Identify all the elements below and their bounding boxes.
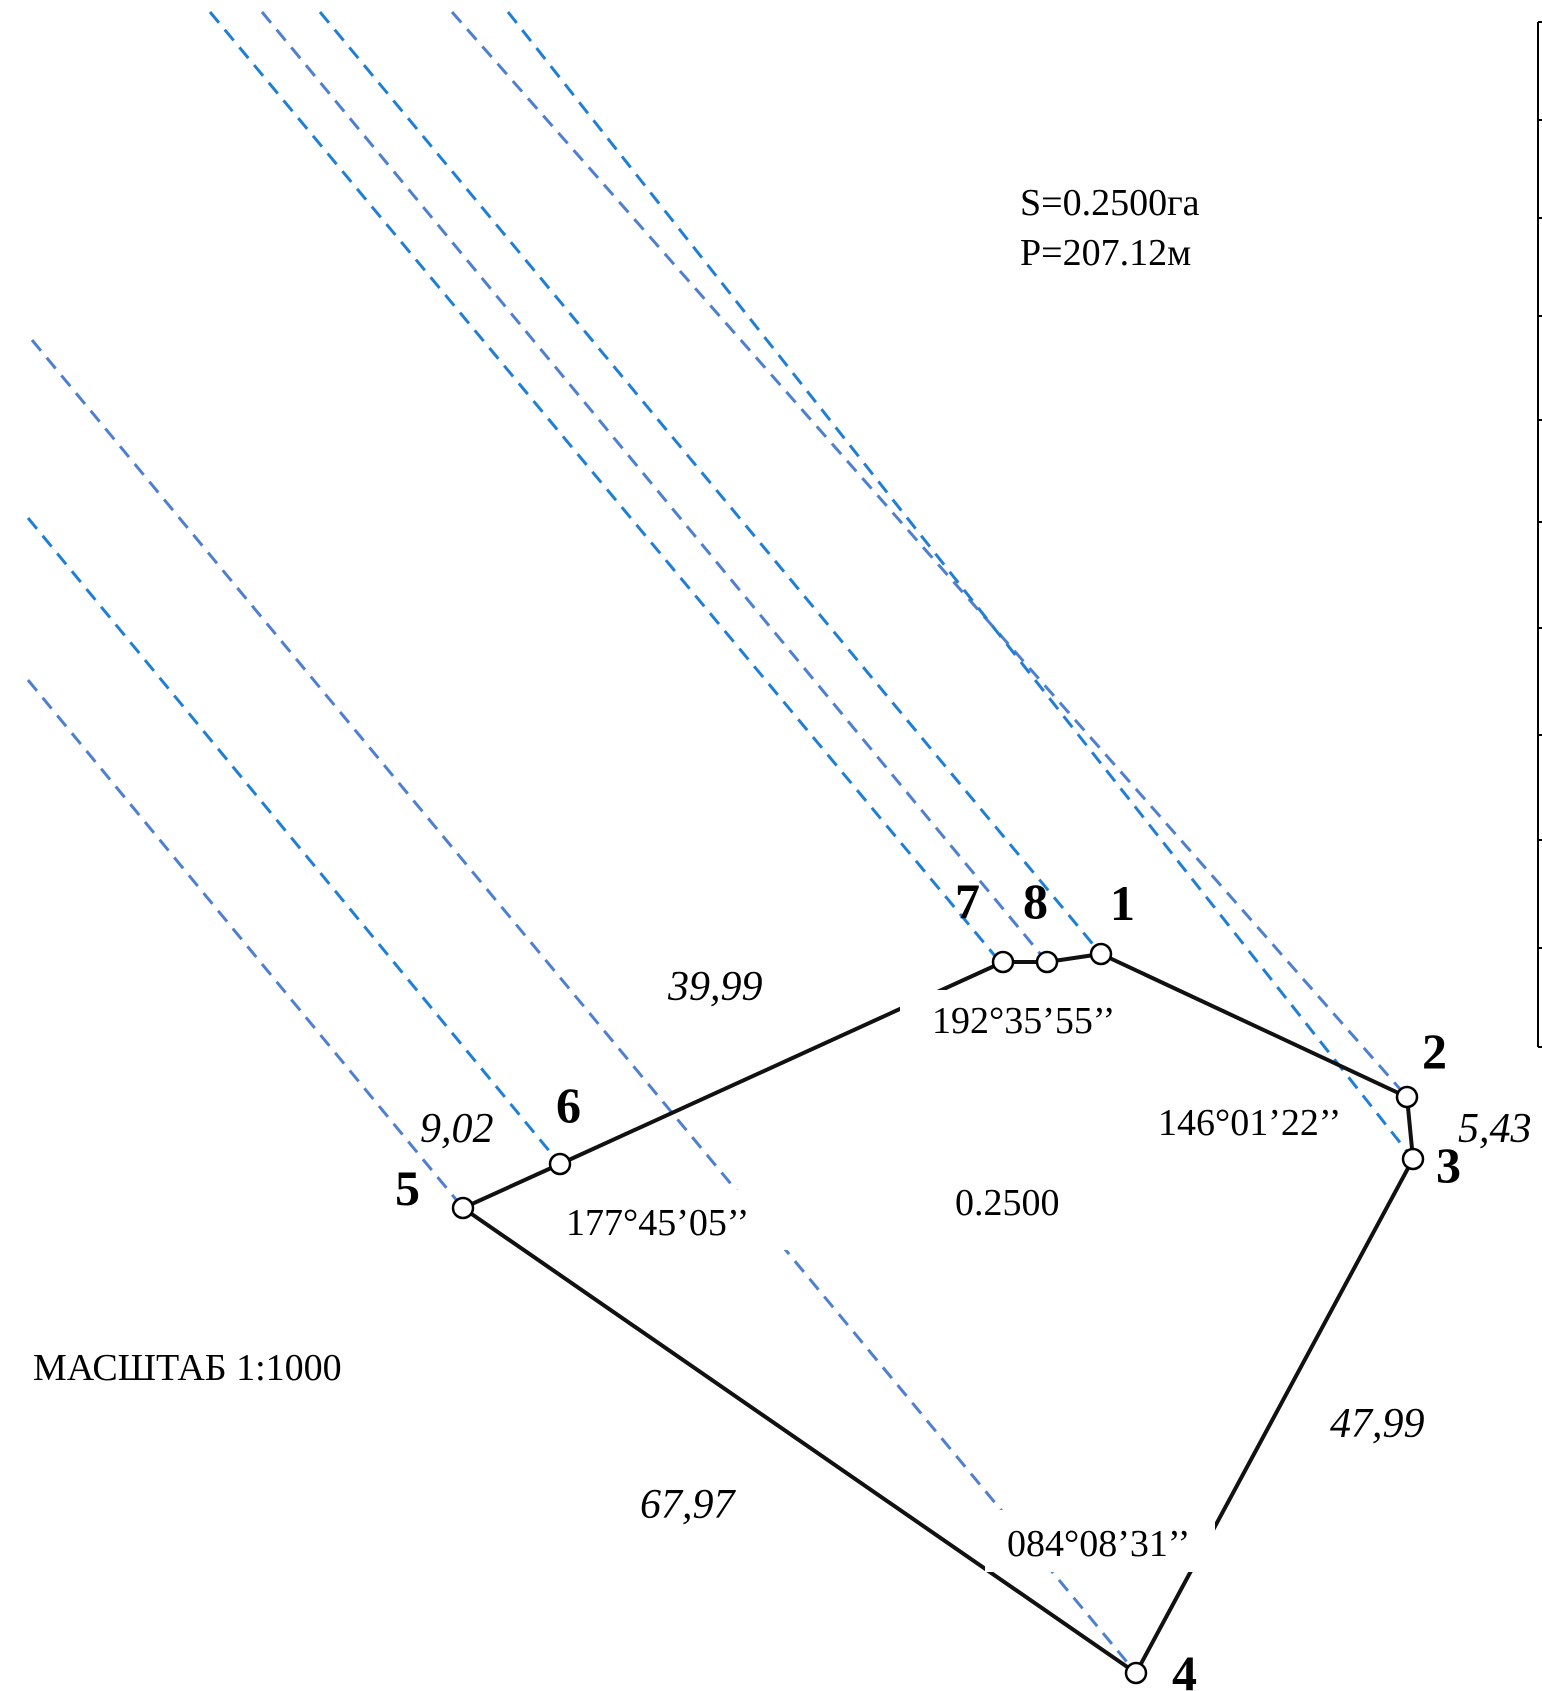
dashed-line bbox=[26, 679, 465, 1209]
dashed-line bbox=[318, 11, 1103, 955]
vertex-8 bbox=[1035, 950, 1059, 974]
label-mask-angle-6 bbox=[540, 1190, 790, 1250]
area-info: S=0.2500га bbox=[1020, 182, 1200, 224]
point-label-3: 3 bbox=[1436, 1137, 1461, 1193]
dashed-line bbox=[26, 517, 562, 1165]
dashed-line bbox=[260, 11, 1049, 963]
angle-label-6: 177°45’05’’ bbox=[566, 1202, 749, 1244]
coordinate-table-frame bbox=[1537, 21, 1542, 1048]
dashed-line bbox=[506, 11, 1415, 1160]
point-label-1: 1 bbox=[1110, 875, 1135, 931]
dashed-line bbox=[30, 339, 1138, 1674]
angle-label-2: 146°01’22’’ bbox=[1158, 1102, 1341, 1144]
point-label-4: 4 bbox=[1172, 1645, 1197, 1691]
vertex-3 bbox=[1401, 1147, 1425, 1171]
vertex-4 bbox=[1124, 1661, 1148, 1685]
vertex-6 bbox=[548, 1152, 572, 1176]
vertex-1 bbox=[1089, 942, 1113, 966]
dashed-line bbox=[450, 11, 1409, 1098]
vertex-7 bbox=[991, 950, 1015, 974]
length-label-2-3: 5,43 bbox=[1458, 1106, 1532, 1152]
vertex-2 bbox=[1395, 1085, 1419, 1109]
length-label-3-4: 47,99 bbox=[1330, 1401, 1425, 1447]
point-label-7: 7 bbox=[955, 873, 980, 929]
length-label-6-5: 9,02 bbox=[420, 1106, 494, 1152]
angle-label-7: 192°35’55’’ bbox=[932, 1000, 1115, 1042]
point-label-8: 8 bbox=[1023, 873, 1048, 929]
length-label-7-5: 39,99 bbox=[667, 964, 763, 1010]
vertex-5 bbox=[451, 1196, 475, 1220]
point-label-5: 5 bbox=[395, 1160, 420, 1216]
parcel-area-label: 0.2500 bbox=[955, 1182, 1060, 1224]
point-label-6: 6 bbox=[556, 1077, 581, 1133]
scale-label: МАСШТАБ 1:1000 bbox=[33, 1347, 342, 1389]
angle-label-4: 084°08’31’’ bbox=[1007, 1523, 1190, 1565]
label-mask-angle-7 bbox=[900, 990, 1140, 1046]
label-mask-angle-4 bbox=[985, 1510, 1215, 1572]
length-label-4-5: 67,97 bbox=[640, 1482, 737, 1528]
point-label-2: 2 bbox=[1422, 1023, 1447, 1079]
dashed-lines bbox=[26, 11, 1415, 1674]
parcel-boundary bbox=[458, 951, 1416, 1676]
perimeter-info: P=207.12м bbox=[1020, 232, 1191, 274]
label-mask-angle-2 bbox=[1150, 1095, 1360, 1150]
